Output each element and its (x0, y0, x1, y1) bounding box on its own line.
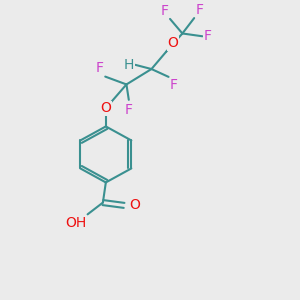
Text: F: F (204, 29, 212, 43)
Text: OH: OH (65, 216, 86, 230)
Text: O: O (100, 101, 111, 115)
Text: O: O (129, 198, 140, 212)
Text: F: F (160, 4, 169, 17)
Text: F: F (125, 103, 133, 117)
Text: F: F (196, 3, 204, 17)
Text: F: F (170, 78, 178, 92)
Text: F: F (96, 61, 104, 75)
Text: O: O (168, 36, 178, 50)
Text: H: H (123, 58, 134, 72)
